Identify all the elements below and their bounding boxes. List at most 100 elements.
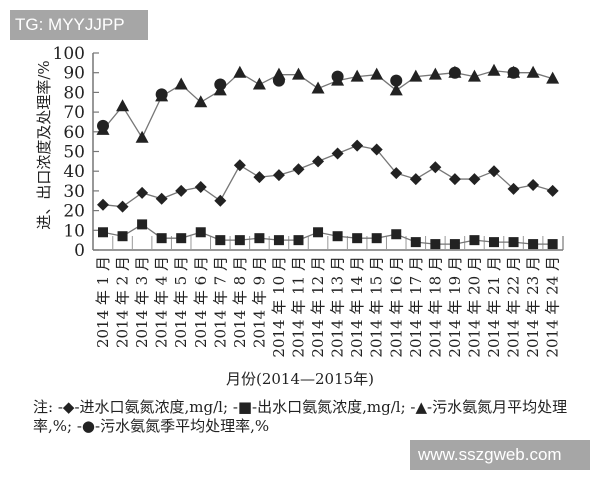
x-tick-label: 2014 年 11 月	[290, 256, 308, 358]
x-axis-title: 月份(2014—2015年)	[225, 370, 375, 388]
triangle-marker	[292, 67, 305, 80]
diamond-marker	[527, 178, 540, 191]
diamond-marker	[272, 169, 285, 182]
diamond-marker	[214, 194, 227, 207]
x-tick-label: 2014 年 8 月	[231, 256, 249, 348]
diamond-marker	[488, 165, 500, 178]
x-tick-label: 2014 年 2 月	[114, 256, 132, 348]
legend-note: 注: -◆-进水口氨氮浓度,mg/l; -■-出水口氨氮浓度,mg/l; -▲-…	[33, 398, 573, 436]
diamond-marker	[331, 147, 344, 160]
diamond-marker	[155, 192, 168, 205]
y-tick-label: 60	[63, 123, 85, 143]
circle-marker	[507, 66, 520, 79]
square-marker	[371, 233, 382, 244]
square-marker	[215, 235, 226, 246]
triangle-marker	[409, 69, 423, 82]
watermark-bottom: www.sszgweb.com	[410, 440, 590, 470]
diamond-marker	[370, 143, 383, 156]
diamond-marker	[292, 163, 305, 176]
square-marker	[352, 233, 363, 244]
triangle-marker	[135, 130, 149, 143]
square-marker	[195, 227, 206, 238]
y-tick-label: 0	[74, 241, 85, 261]
triangle-marker	[350, 69, 364, 82]
legend-item-inlet: 进水口氨氮浓度,mg/l;	[79, 398, 229, 416]
diamond-marker	[97, 198, 109, 211]
square-marker	[117, 231, 128, 242]
diamond-marker	[507, 182, 520, 195]
triangle-marker	[233, 65, 247, 78]
diamond-marker	[253, 171, 266, 184]
triangle-marker	[311, 81, 325, 94]
x-tick-label: 2014 年 21 月	[485, 256, 503, 358]
x-tick-label: 2014 年 20 月	[465, 256, 483, 358]
y-tick-label: 50	[63, 143, 85, 163]
circle-marker	[97, 119, 109, 132]
circle-marker	[390, 74, 403, 87]
note-prefix: 注:	[33, 398, 54, 416]
x-tick-label: 2014 年 12 月	[309, 256, 327, 358]
triangle-marker	[467, 69, 481, 82]
y-tick-label: 30	[63, 182, 85, 202]
x-tick-label: 2014 年 9 月	[250, 256, 268, 348]
square-marker	[528, 239, 539, 250]
square-marker	[391, 229, 402, 240]
triangle-marker	[526, 65, 540, 78]
x-tick-label: 2014 年 18 月	[426, 256, 444, 358]
series-line	[102, 144, 553, 208]
diamond-marker	[312, 155, 325, 168]
y-tick-label: 90	[63, 64, 85, 84]
watermark-top: TG: MYYJJPP	[10, 10, 148, 40]
diamond-marker	[429, 161, 442, 174]
series-line	[102, 70, 553, 140]
legend-item-outlet: 出水口氨氮浓度,mg/l;	[257, 398, 406, 416]
square-marker	[234, 235, 245, 246]
legend-diamond-icon: -◆-	[57, 398, 80, 416]
circle-marker	[448, 66, 461, 79]
x-tick-label: 2014 年 16 月	[387, 256, 405, 358]
x-tick-label: 2014 年 10 月	[270, 256, 288, 358]
y-tick-label: 100	[53, 44, 85, 64]
triangle-marker	[370, 67, 384, 80]
triangle-marker	[252, 77, 266, 90]
y-tick-label: 40	[63, 162, 85, 182]
square-marker	[137, 219, 148, 230]
x-tick-label: 2014 年 3 月	[133, 256, 151, 348]
legend-item-quarterly: 污水氨氮季平均处理率,%	[100, 417, 270, 435]
square-marker	[176, 233, 187, 244]
square-marker	[156, 233, 167, 244]
triangle-marker	[487, 63, 501, 76]
triangle-marker	[428, 67, 442, 80]
square-marker	[98, 227, 108, 238]
triangle-marker	[546, 71, 560, 84]
legend-triangle-icon: -▲-	[410, 398, 433, 416]
diamond-marker	[390, 167, 403, 180]
circle-marker	[272, 74, 285, 87]
diamond-marker	[175, 184, 188, 197]
y-tick-label: 10	[63, 221, 85, 241]
x-tick-label: 2014 年 5 月	[172, 256, 190, 348]
triangle-marker	[174, 77, 188, 90]
x-tick-label: 2014 年 15 月	[368, 256, 386, 358]
x-tick-label: 2014 年 7 月	[211, 256, 229, 348]
x-tick-label: 2014 年 1 月	[94, 256, 112, 348]
square-marker	[489, 237, 499, 248]
diamond-marker	[468, 173, 481, 186]
x-tick-label: 2014 年 19 月	[446, 256, 464, 358]
diamond-marker	[546, 184, 559, 197]
triangle-marker	[194, 95, 208, 108]
x-tick-label: 2014 年 4 月	[153, 256, 171, 348]
square-marker	[254, 233, 265, 244]
x-tick-label: 2014 年 13 月	[329, 256, 347, 358]
square-marker	[313, 227, 324, 238]
diamond-marker	[194, 180, 207, 193]
square-marker	[273, 235, 284, 246]
circle-marker	[214, 78, 227, 91]
x-tick-label: 2014 年 17 月	[407, 256, 425, 358]
square-marker	[410, 237, 421, 248]
diamond-marker	[448, 173, 461, 186]
diamond-marker	[409, 173, 422, 186]
x-tick-label: 2014 年 6 月	[192, 256, 210, 348]
triangle-marker	[116, 99, 130, 112]
